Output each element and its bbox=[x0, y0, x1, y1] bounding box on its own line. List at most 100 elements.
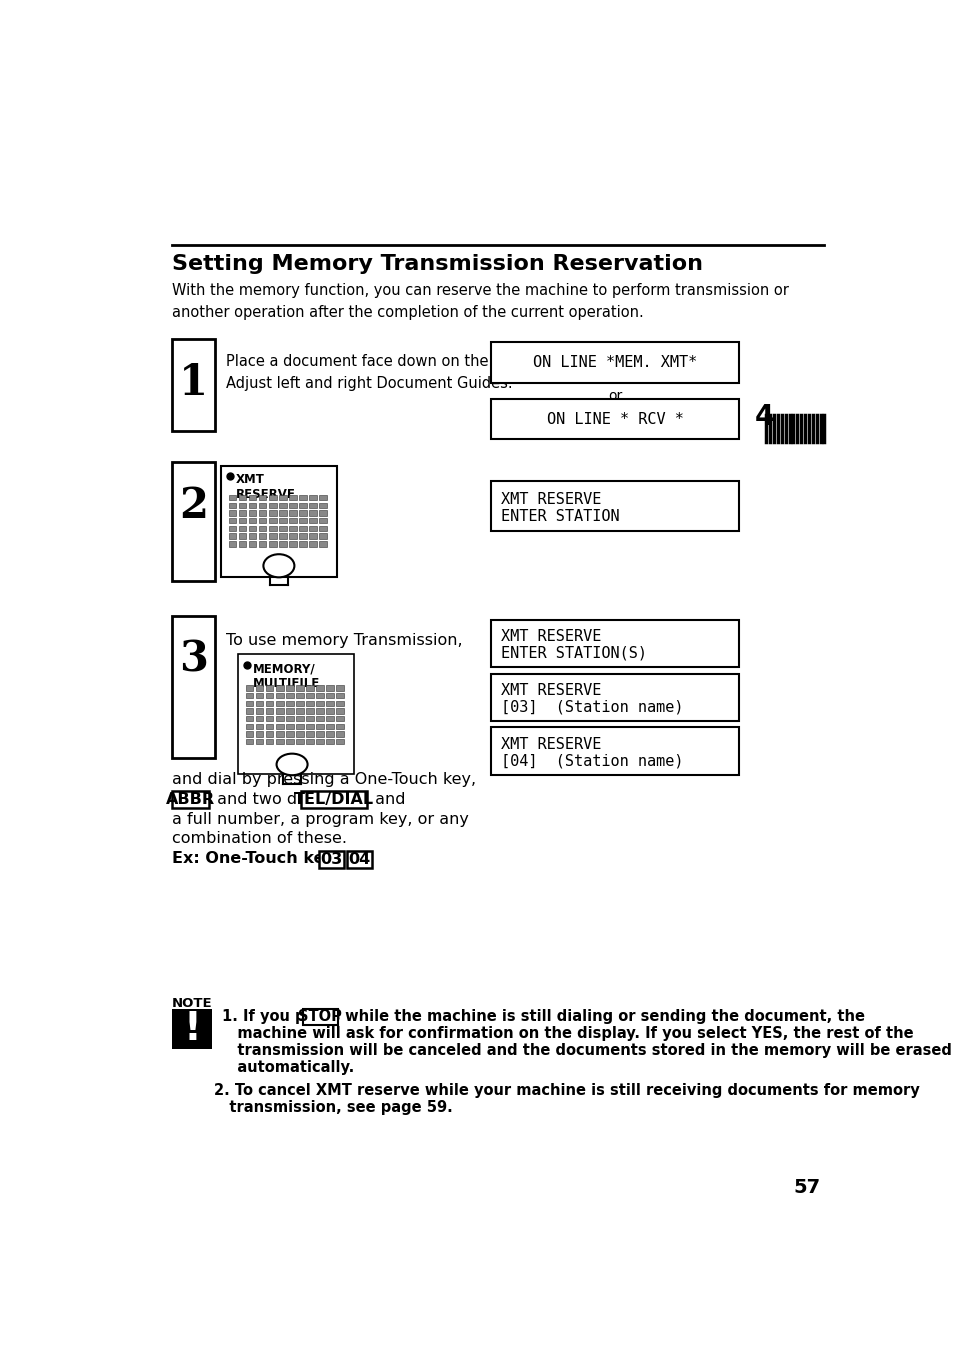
Bar bbox=[229, 502, 236, 507]
Bar bbox=[286, 693, 294, 699]
Bar bbox=[245, 693, 253, 699]
Bar bbox=[275, 724, 283, 730]
Bar bbox=[295, 724, 303, 730]
Bar bbox=[491, 727, 739, 775]
Bar bbox=[249, 502, 256, 507]
Bar bbox=[326, 708, 334, 713]
Text: XMT RESERVE: XMT RESERVE bbox=[500, 736, 600, 751]
Bar bbox=[335, 685, 344, 690]
Bar bbox=[249, 541, 256, 546]
Bar bbox=[249, 526, 256, 532]
Bar bbox=[255, 685, 263, 690]
Text: 57: 57 bbox=[793, 1178, 820, 1197]
Bar bbox=[266, 731, 274, 736]
Text: 2. To cancel XMT reserve while your machine is still receiving documents for mem: 2. To cancel XMT reserve while your mach… bbox=[213, 1084, 919, 1098]
Bar bbox=[275, 693, 283, 699]
Bar bbox=[319, 510, 327, 516]
Text: and two digits,: and two digits, bbox=[212, 793, 341, 808]
Bar bbox=[319, 533, 327, 538]
Bar bbox=[306, 693, 314, 699]
Bar bbox=[249, 518, 256, 524]
Bar bbox=[266, 685, 274, 690]
Bar bbox=[315, 685, 323, 690]
Bar bbox=[286, 700, 294, 705]
Bar bbox=[298, 518, 307, 524]
Bar bbox=[298, 533, 307, 538]
Text: automatically.: automatically. bbox=[221, 1061, 354, 1075]
Bar bbox=[238, 510, 246, 516]
Text: MEMORY/
MULTIFILE: MEMORY/ MULTIFILE bbox=[253, 662, 320, 690]
Bar bbox=[275, 685, 283, 690]
Bar bbox=[266, 708, 274, 713]
Text: !: ! bbox=[183, 1011, 201, 1049]
Bar bbox=[238, 502, 246, 507]
Bar bbox=[319, 526, 327, 532]
Bar bbox=[491, 673, 739, 721]
Bar bbox=[326, 724, 334, 730]
Bar bbox=[255, 724, 263, 730]
Bar bbox=[255, 708, 263, 713]
Bar bbox=[319, 851, 344, 868]
Bar bbox=[295, 739, 303, 744]
Bar bbox=[238, 495, 246, 501]
Bar bbox=[326, 731, 334, 736]
Bar bbox=[278, 502, 286, 507]
Text: XMT RESERVE: XMT RESERVE bbox=[500, 491, 600, 507]
Bar bbox=[289, 533, 296, 538]
Bar bbox=[245, 685, 253, 690]
Text: machine will ask for confirmation on the display. If you select YES, the rest of: machine will ask for confirmation on the… bbox=[221, 1026, 912, 1042]
Bar bbox=[275, 700, 283, 705]
Bar bbox=[286, 731, 294, 736]
Bar bbox=[335, 724, 344, 730]
Text: 1: 1 bbox=[178, 362, 208, 404]
Bar bbox=[275, 716, 283, 721]
Bar bbox=[172, 616, 214, 758]
Bar bbox=[319, 541, 327, 546]
Bar bbox=[286, 739, 294, 744]
Bar bbox=[326, 693, 334, 699]
Bar bbox=[315, 739, 323, 744]
Bar bbox=[278, 541, 286, 546]
Bar bbox=[335, 708, 344, 713]
Bar bbox=[255, 716, 263, 721]
Bar bbox=[229, 518, 236, 524]
Bar bbox=[255, 731, 263, 736]
Text: ON LINE *MEM. XMT*: ON LINE *MEM. XMT* bbox=[533, 355, 697, 370]
Bar bbox=[278, 518, 286, 524]
Bar bbox=[326, 739, 334, 744]
Bar bbox=[238, 541, 246, 546]
Text: 03: 03 bbox=[320, 852, 342, 867]
Bar bbox=[335, 731, 344, 736]
Bar bbox=[309, 518, 316, 524]
Bar bbox=[269, 495, 276, 501]
Bar bbox=[275, 739, 283, 744]
Bar bbox=[245, 708, 253, 713]
Bar bbox=[295, 716, 303, 721]
Bar bbox=[286, 685, 294, 690]
Text: Setting Memory Transmission Reservation: Setting Memory Transmission Reservation bbox=[172, 254, 702, 275]
Bar bbox=[238, 518, 246, 524]
Bar bbox=[309, 533, 316, 538]
Text: ON LINE * RCV *: ON LINE * RCV * bbox=[546, 412, 683, 427]
Bar bbox=[347, 851, 372, 868]
Text: transmission, see page 59.: transmission, see page 59. bbox=[213, 1100, 452, 1114]
Bar bbox=[172, 339, 214, 431]
Bar bbox=[258, 495, 266, 501]
Bar bbox=[306, 731, 314, 736]
Bar bbox=[301, 790, 367, 808]
Bar bbox=[172, 790, 209, 808]
Bar bbox=[286, 708, 294, 713]
Bar bbox=[289, 518, 296, 524]
Bar bbox=[266, 739, 274, 744]
Bar bbox=[229, 541, 236, 546]
Bar bbox=[491, 342, 739, 382]
Bar bbox=[491, 400, 739, 440]
Text: Ex: One-Touch key: Ex: One-Touch key bbox=[172, 851, 340, 865]
Bar bbox=[289, 502, 296, 507]
Text: Place a document face down on the ADF.
Adjust left and right Document Guides.: Place a document face down on the ADF. A… bbox=[226, 354, 525, 390]
Bar bbox=[266, 700, 274, 705]
Bar bbox=[309, 526, 316, 532]
Text: XMT RESERVE: XMT RESERVE bbox=[500, 629, 600, 643]
Bar bbox=[229, 533, 236, 538]
Bar bbox=[306, 685, 314, 690]
